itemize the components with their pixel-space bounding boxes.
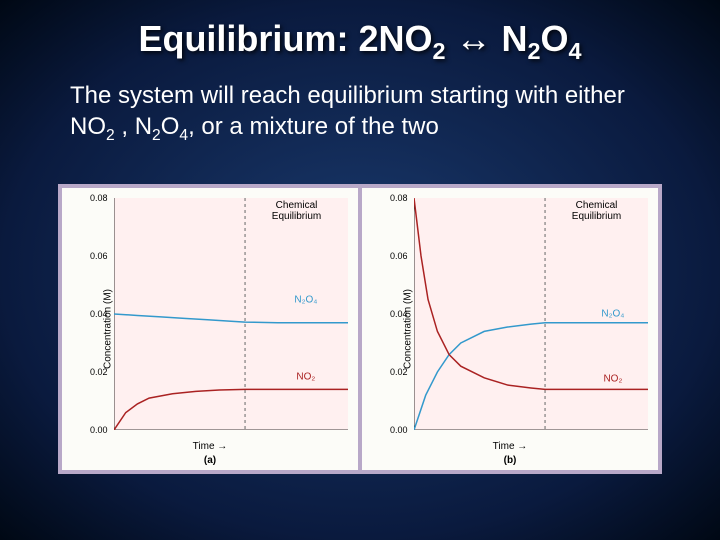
chart-panel-b: Concentration (M)N₂O₄NO₂ChemicalEquilibr…	[362, 188, 658, 470]
x-axis-label: Time →	[493, 441, 528, 452]
slide-title: Equilibrium: 2NO2 ↔ N2O4	[0, 18, 720, 65]
title-prefix: Equilibrium:	[138, 18, 348, 59]
chart-panel-a: Concentration (M)N₂O₄NO₂ChemicalEquilibr…	[62, 188, 358, 470]
y-axis-label: Concentration (M)	[103, 289, 114, 369]
y-tick: 0.04	[90, 309, 356, 319]
x-axis-label: Time →	[193, 441, 228, 452]
title-equation: 2NO2 ↔ N2O4	[348, 18, 581, 59]
charts-container: Concentration (M)N₂O₄NO₂ChemicalEquilibr…	[58, 184, 662, 474]
equilibrium-label: ChemicalEquilibrium	[572, 200, 621, 222]
y-tick: 0.02	[90, 367, 356, 377]
series-NO2	[114, 389, 348, 430]
y-axis-label: Concentration (M)	[403, 289, 414, 369]
panel-letter: (a)	[204, 455, 216, 466]
y-tick: 0.06	[390, 251, 656, 261]
slide-subtitle: The system will reach equilibrium starti…	[70, 80, 660, 146]
y-tick: 0.04	[390, 309, 656, 319]
y-tick: 0.02	[390, 367, 656, 377]
y-tick: 0.00	[90, 425, 356, 435]
y-tick: 0.00	[390, 425, 656, 435]
series-label-N2O4: N₂O₄	[294, 295, 317, 306]
y-tick: 0.08	[390, 193, 656, 203]
equilibrium-label: ChemicalEquilibrium	[272, 200, 321, 222]
y-tick: 0.08	[90, 193, 356, 203]
y-tick: 0.06	[90, 251, 356, 261]
panel-letter: (b)	[504, 455, 517, 466]
series-NO2	[414, 198, 648, 389]
